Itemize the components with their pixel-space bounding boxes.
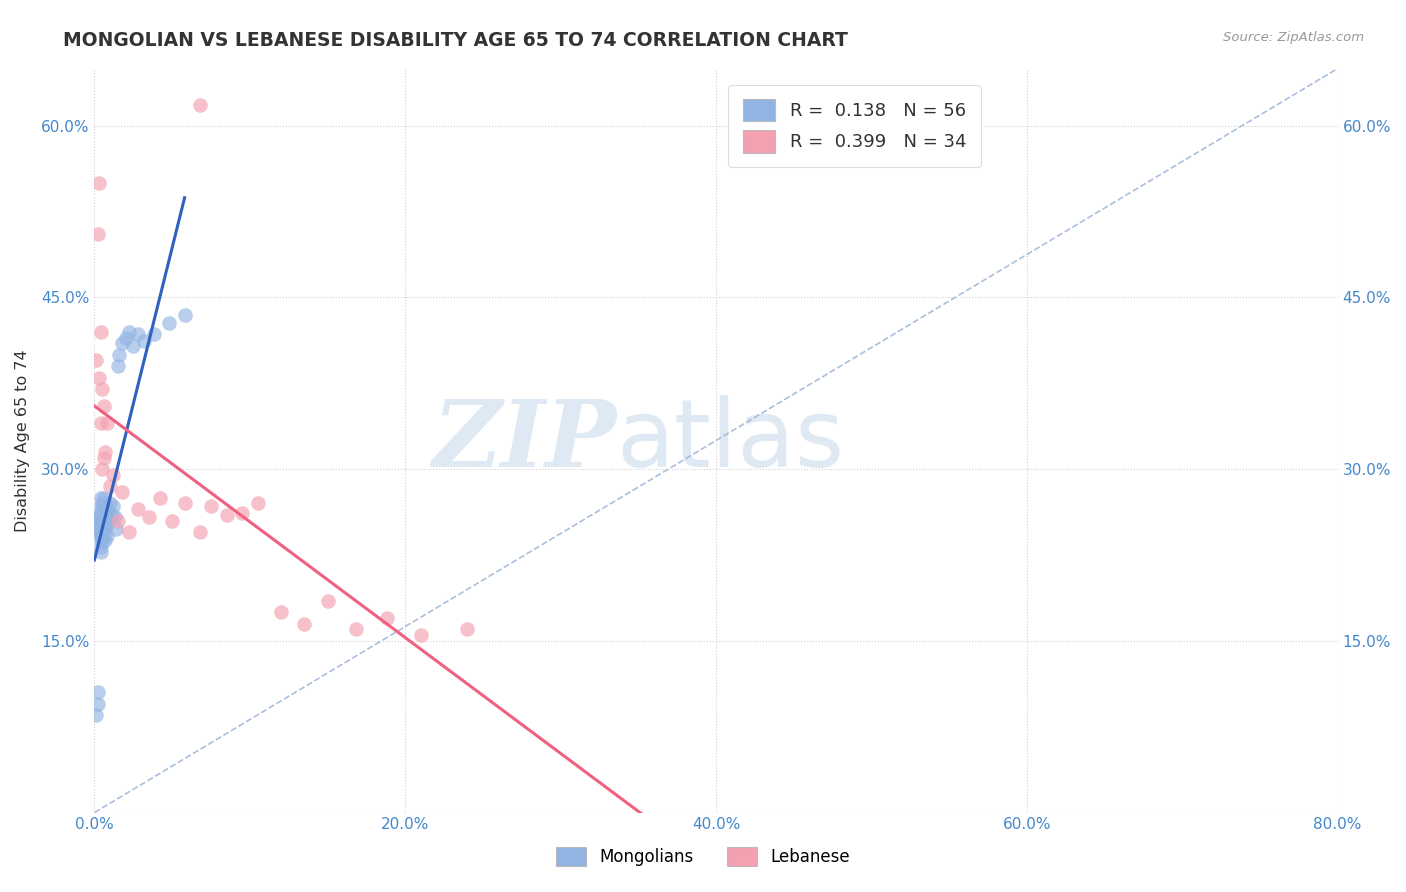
Point xyxy=(122,338,145,352)
Point xyxy=(89,514,111,528)
Point xyxy=(93,450,115,465)
Point xyxy=(118,525,141,540)
Point xyxy=(93,525,115,540)
Point xyxy=(231,506,253,520)
Point xyxy=(90,528,112,542)
Point xyxy=(200,499,222,513)
Point xyxy=(90,526,112,541)
Point xyxy=(90,540,112,554)
Text: Source: ZipAtlas.com: Source: ZipAtlas.com xyxy=(1223,31,1364,45)
Point xyxy=(91,496,114,510)
Point xyxy=(84,353,107,368)
Point xyxy=(409,628,432,642)
Point xyxy=(100,508,122,522)
Point xyxy=(101,467,124,482)
Point xyxy=(89,525,111,540)
Point xyxy=(94,522,117,536)
Point xyxy=(91,522,114,536)
Point xyxy=(86,685,108,699)
Point xyxy=(89,508,111,522)
Point xyxy=(160,514,183,528)
Point xyxy=(94,445,117,459)
Point xyxy=(91,535,114,549)
Point xyxy=(456,623,478,637)
Point xyxy=(107,359,129,373)
Point xyxy=(89,510,111,524)
Point xyxy=(292,616,315,631)
Point xyxy=(96,417,118,431)
Point xyxy=(127,327,149,342)
Point xyxy=(96,506,118,520)
Point xyxy=(94,499,117,513)
Point xyxy=(91,382,114,396)
Text: atlas: atlas xyxy=(617,394,845,486)
Point xyxy=(91,462,114,476)
Point xyxy=(101,499,124,513)
Text: ZIP: ZIP xyxy=(433,395,617,485)
Point xyxy=(90,417,112,431)
Point xyxy=(344,623,367,637)
Point xyxy=(97,502,120,516)
Point xyxy=(86,227,108,242)
Point xyxy=(89,517,111,532)
Point xyxy=(90,533,112,548)
Point xyxy=(96,517,118,532)
Point xyxy=(91,502,114,516)
Point xyxy=(90,491,112,505)
Point xyxy=(188,525,211,540)
Point xyxy=(142,327,165,342)
Point xyxy=(90,519,112,533)
Point xyxy=(98,496,121,510)
Point xyxy=(107,514,129,528)
Point xyxy=(246,496,269,510)
Legend: R =  0.138   N = 56, R =  0.399   N = 34: R = 0.138 N = 56, R = 0.399 N = 34 xyxy=(728,85,980,167)
Point xyxy=(127,502,149,516)
Point xyxy=(188,98,211,112)
Point xyxy=(89,370,111,384)
Point xyxy=(84,708,107,723)
Point xyxy=(173,308,195,322)
Point xyxy=(111,336,134,351)
Point xyxy=(94,533,117,548)
Point xyxy=(118,325,141,339)
Point xyxy=(149,491,172,505)
Point xyxy=(91,531,114,545)
Point xyxy=(104,510,127,524)
Point xyxy=(173,496,195,510)
Point xyxy=(86,697,108,711)
Legend: Mongolians, Lebanese: Mongolians, Lebanese xyxy=(550,840,856,873)
Point xyxy=(93,491,115,505)
Point xyxy=(97,514,120,528)
Point xyxy=(90,499,112,513)
Point xyxy=(89,176,111,190)
Point xyxy=(138,510,160,524)
Point xyxy=(93,399,115,413)
Point xyxy=(93,502,115,516)
Point xyxy=(316,594,339,608)
Point xyxy=(93,508,115,522)
Point xyxy=(93,514,115,528)
Point xyxy=(98,479,121,493)
Y-axis label: Disability Age 65 to 74: Disability Age 65 to 74 xyxy=(15,349,30,532)
Point xyxy=(90,325,112,339)
Point xyxy=(111,485,134,500)
Point xyxy=(157,316,180,330)
Point xyxy=(114,330,136,344)
Point xyxy=(215,508,238,522)
Point xyxy=(96,528,118,542)
Point xyxy=(375,611,398,625)
Point xyxy=(105,522,128,536)
Point xyxy=(108,348,131,362)
Point xyxy=(89,522,111,536)
Point xyxy=(134,334,156,348)
Text: MONGOLIAN VS LEBANESE DISABILITY AGE 65 TO 74 CORRELATION CHART: MONGOLIAN VS LEBANESE DISABILITY AGE 65 … xyxy=(63,31,848,50)
Point xyxy=(90,512,112,526)
Point xyxy=(91,510,114,524)
Point xyxy=(90,544,112,558)
Point xyxy=(94,510,117,524)
Point xyxy=(91,517,114,532)
Point xyxy=(90,506,112,520)
Point xyxy=(270,605,292,619)
